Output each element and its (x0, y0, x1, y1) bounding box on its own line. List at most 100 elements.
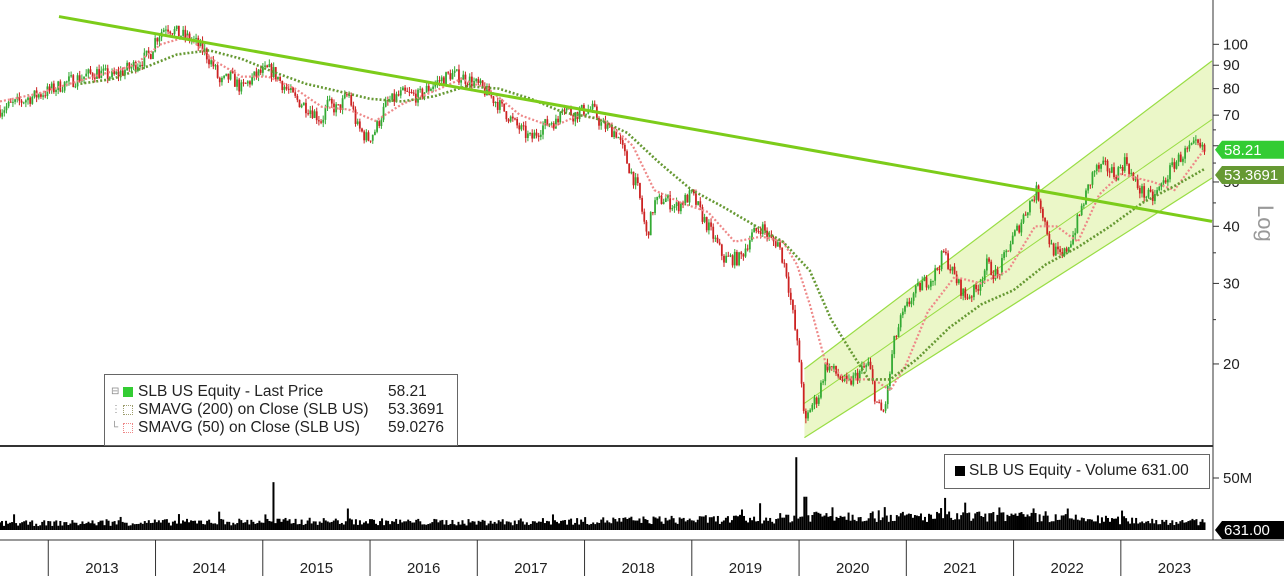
volume-bar (226, 521, 229, 530)
volume-bar (1167, 524, 1170, 530)
volume-bar (954, 519, 957, 530)
volume-bar (801, 516, 804, 530)
volume-bar (710, 517, 713, 530)
candle-body (518, 125, 521, 130)
candle-body (453, 70, 456, 73)
candle-body (701, 206, 704, 222)
candle-body (792, 299, 794, 310)
volume-bar (421, 524, 424, 530)
candle-body (837, 373, 840, 377)
volume-bar (909, 513, 912, 530)
volume-bar (1106, 517, 1109, 530)
volume-bar (1076, 519, 1079, 530)
candle-body (537, 135, 540, 137)
candle-body (205, 48, 208, 60)
channel-mid-line (804, 119, 1213, 404)
candle-body (1089, 184, 1092, 186)
candle-body (447, 72, 450, 74)
candle-body (380, 119, 383, 126)
candle-body (33, 90, 36, 97)
candle-body (699, 201, 702, 207)
volume-bar (712, 516, 715, 530)
volume-bar (873, 518, 876, 530)
x-tick-label: 2014 (192, 560, 225, 576)
candle-body (970, 296, 973, 298)
volume-bar (415, 519, 418, 530)
candle-body (641, 198, 644, 212)
candle-body (421, 88, 424, 98)
candle-body (1184, 148, 1186, 159)
candle-body (544, 119, 547, 126)
volume-bar (1175, 521, 1178, 530)
candle-body (175, 25, 178, 30)
candle-body (651, 212, 654, 214)
candle-body (18, 96, 21, 101)
candle-body (1039, 200, 1042, 209)
volume-bar (356, 524, 359, 530)
volume-bar (704, 515, 707, 530)
candle-body (165, 29, 167, 31)
candle-body (374, 131, 376, 135)
volume-bar (763, 520, 766, 530)
candle-body (158, 37, 161, 42)
candle-body (445, 72, 447, 85)
volume-bar (278, 518, 281, 530)
volume-bar (0, 522, 1, 530)
candle-body (917, 282, 919, 286)
volume-bar (1149, 523, 1152, 530)
volume-bar (517, 520, 520, 530)
volume-bar (857, 517, 860, 530)
volume-bar (405, 521, 408, 530)
volume-bar (684, 521, 687, 530)
tree-end-icon: └ (111, 422, 119, 433)
volume-bar (447, 524, 450, 530)
volume-bar (21, 522, 24, 530)
volume-bar (1203, 522, 1206, 530)
candle-body (311, 110, 314, 118)
candle-body (1065, 248, 1068, 252)
candle-body (225, 73, 228, 76)
candle-body (1046, 221, 1049, 235)
candle-body (1100, 164, 1102, 169)
volume-bar (230, 525, 233, 530)
candle-body (440, 77, 443, 82)
volume-bar (726, 516, 729, 530)
volume-bar (791, 521, 794, 530)
volume-bar (570, 518, 573, 530)
volume-bar (268, 521, 271, 530)
candle-body (143, 52, 146, 66)
volume-bar (1054, 514, 1057, 530)
legend-label-sma200: SMAVG (200) on Close (SLB US) (138, 401, 369, 418)
legend-swatch-volume (955, 466, 965, 476)
volume-bar (553, 520, 556, 530)
volume-bar (996, 514, 999, 530)
candle-body (632, 171, 635, 186)
candle-body (106, 68, 109, 79)
candle-body (149, 54, 152, 60)
candle-body (40, 94, 42, 97)
volume-bar (1173, 525, 1176, 530)
volume-bar (923, 516, 926, 530)
volume-bar (252, 521, 255, 530)
candle-body (841, 379, 844, 381)
candle-body (52, 83, 55, 93)
volume-bar (821, 516, 824, 530)
candle-body (410, 91, 413, 93)
volume-bar (891, 520, 894, 530)
volume-bar (1, 521, 4, 530)
volume-bar (55, 520, 58, 530)
expand-icon[interactable]: ⊟ (111, 386, 120, 397)
volume-bar (1181, 520, 1184, 530)
volume-bar (481, 519, 484, 530)
volume-bar (1147, 521, 1150, 530)
candle-body (309, 110, 312, 115)
volume-bar (192, 520, 195, 530)
volume-bar (310, 523, 313, 530)
volume-bar (183, 521, 186, 530)
volume-bar (83, 523, 86, 530)
volume-bar (797, 518, 800, 530)
candle-body (925, 277, 928, 288)
volume-bar (1177, 523, 1180, 530)
volume-bar (73, 522, 76, 530)
candle-body (48, 86, 51, 91)
